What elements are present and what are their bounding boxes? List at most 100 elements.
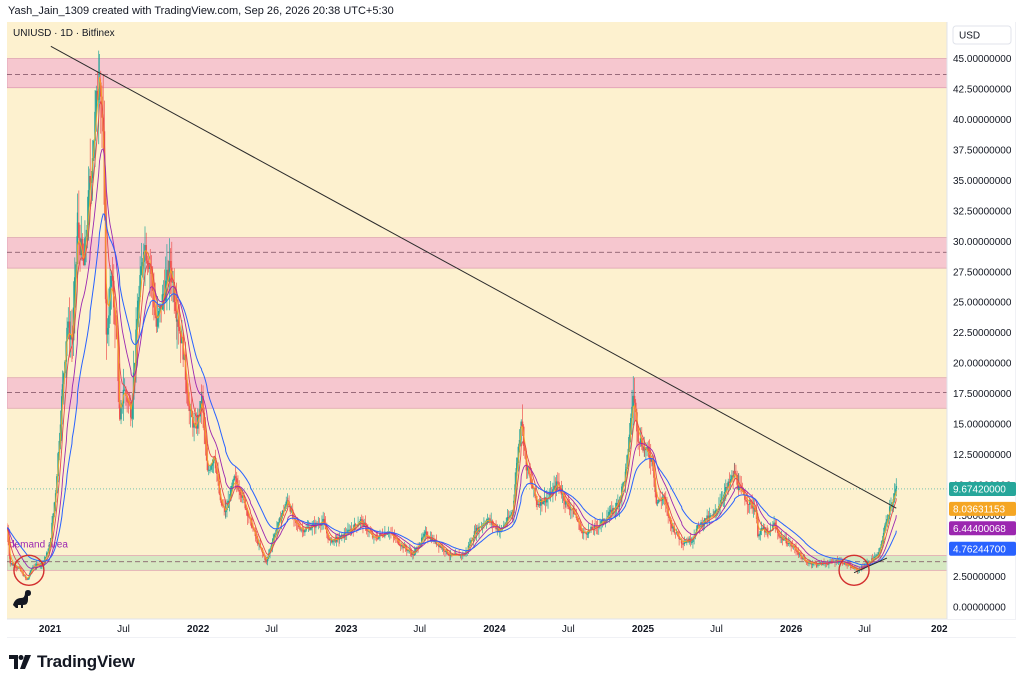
candle-body bbox=[323, 518, 326, 524]
candle-body bbox=[30, 569, 33, 571]
candle-body bbox=[682, 543, 684, 545]
candle-body bbox=[681, 543, 683, 545]
candle-body bbox=[382, 535, 385, 537]
candle-body bbox=[600, 521, 602, 525]
candle-body bbox=[281, 510, 284, 516]
candle-body bbox=[885, 521, 887, 526]
candle-body bbox=[144, 245, 146, 253]
candle-body bbox=[66, 327, 68, 342]
x-tick-label: Jul bbox=[265, 624, 278, 635]
candle-body bbox=[869, 562, 872, 563]
candle-body bbox=[852, 568, 855, 569]
candle-body bbox=[126, 395, 128, 402]
candle-body bbox=[586, 533, 589, 535]
candle-body bbox=[188, 405, 191, 412]
candle-body bbox=[554, 485, 557, 490]
candle-body bbox=[622, 482, 624, 487]
candle-body bbox=[684, 542, 687, 544]
candle-body bbox=[98, 82, 101, 89]
candle-body bbox=[73, 277, 76, 308]
candle-body bbox=[10, 563, 13, 565]
candle-body bbox=[520, 421, 523, 427]
candle-body bbox=[564, 500, 566, 505]
candle-body bbox=[302, 529, 305, 533]
candle-body bbox=[299, 527, 301, 530]
candle-body bbox=[826, 564, 829, 565]
candle-body bbox=[542, 502, 544, 505]
candle-body bbox=[278, 518, 281, 523]
candle-body bbox=[114, 307, 116, 325]
price-level-label: 6.44400068 bbox=[953, 524, 1006, 535]
moving-average-50 bbox=[7, 148, 897, 569]
candle-body bbox=[277, 522, 279, 529]
candle-body bbox=[692, 538, 694, 542]
candle-body bbox=[656, 502, 659, 504]
candle-body bbox=[81, 238, 84, 255]
candle-body bbox=[648, 451, 651, 459]
candle-body bbox=[454, 553, 457, 555]
candle-body bbox=[441, 547, 444, 549]
candle-body bbox=[639, 438, 642, 443]
candle-body bbox=[52, 513, 55, 523]
symbol-title: UNIUSD · 1D · Bitfinex bbox=[13, 28, 115, 39]
candle-body bbox=[531, 483, 534, 489]
candle-body bbox=[757, 519, 759, 537]
candle-body bbox=[76, 222, 79, 237]
candle-body bbox=[646, 446, 648, 449]
candle-body bbox=[781, 537, 784, 541]
candle-body bbox=[633, 395, 636, 403]
candle-body bbox=[94, 111, 96, 141]
candle-body bbox=[235, 478, 238, 485]
candle-body bbox=[453, 554, 456, 556]
candle-body bbox=[87, 190, 90, 225]
candle-body bbox=[495, 525, 497, 530]
candle-body bbox=[468, 544, 471, 546]
price-chart[interactable]: demand area0.000000002.500000005.0000000… bbox=[7, 22, 1016, 638]
candle-body bbox=[696, 524, 699, 529]
candle-body bbox=[341, 534, 343, 536]
candle-body bbox=[516, 462, 518, 469]
candle-body bbox=[136, 319, 139, 330]
candle-body bbox=[398, 543, 401, 546]
candle-body bbox=[574, 514, 577, 515]
candle-body bbox=[194, 423, 197, 425]
candle-body bbox=[728, 481, 731, 483]
candle-body bbox=[649, 458, 652, 462]
candle-body bbox=[842, 563, 845, 565]
candle-body bbox=[145, 245, 148, 261]
highlight-circle-2 bbox=[838, 554, 870, 586]
candle-body bbox=[39, 564, 42, 566]
candle-body bbox=[127, 401, 130, 403]
x-tick-label: 2026 bbox=[780, 624, 803, 635]
candle-body bbox=[683, 542, 686, 545]
candle-body bbox=[563, 493, 565, 501]
currency-button[interactable]: USD bbox=[952, 25, 1012, 45]
candle-body bbox=[809, 562, 812, 564]
candle-body bbox=[304, 530, 306, 533]
candle-body bbox=[178, 326, 181, 332]
candle-body bbox=[27, 577, 29, 580]
candle-body bbox=[232, 479, 234, 486]
candle-body bbox=[496, 528, 499, 530]
candle-body bbox=[300, 529, 303, 531]
candle-body bbox=[474, 531, 477, 534]
candle-body bbox=[212, 458, 215, 464]
candle-body bbox=[123, 389, 126, 391]
y-tick-label: 30.00000000 bbox=[953, 237, 1012, 248]
candle-body bbox=[414, 549, 417, 552]
candle-body bbox=[298, 524, 300, 528]
candle-body bbox=[774, 522, 777, 527]
candle-body bbox=[819, 562, 822, 564]
candle-body bbox=[234, 476, 237, 479]
candle-body bbox=[173, 281, 176, 303]
candle-body bbox=[68, 321, 71, 340]
candle-body bbox=[746, 501, 749, 505]
candle-body bbox=[627, 448, 630, 456]
candle-body bbox=[671, 523, 673, 529]
candle-body bbox=[430, 537, 433, 542]
candle-body bbox=[220, 500, 223, 506]
candle-body bbox=[753, 507, 756, 512]
y-tick-label: 0.00000000 bbox=[953, 602, 1006, 613]
candle-body bbox=[489, 518, 491, 522]
candle-body bbox=[787, 543, 790, 545]
